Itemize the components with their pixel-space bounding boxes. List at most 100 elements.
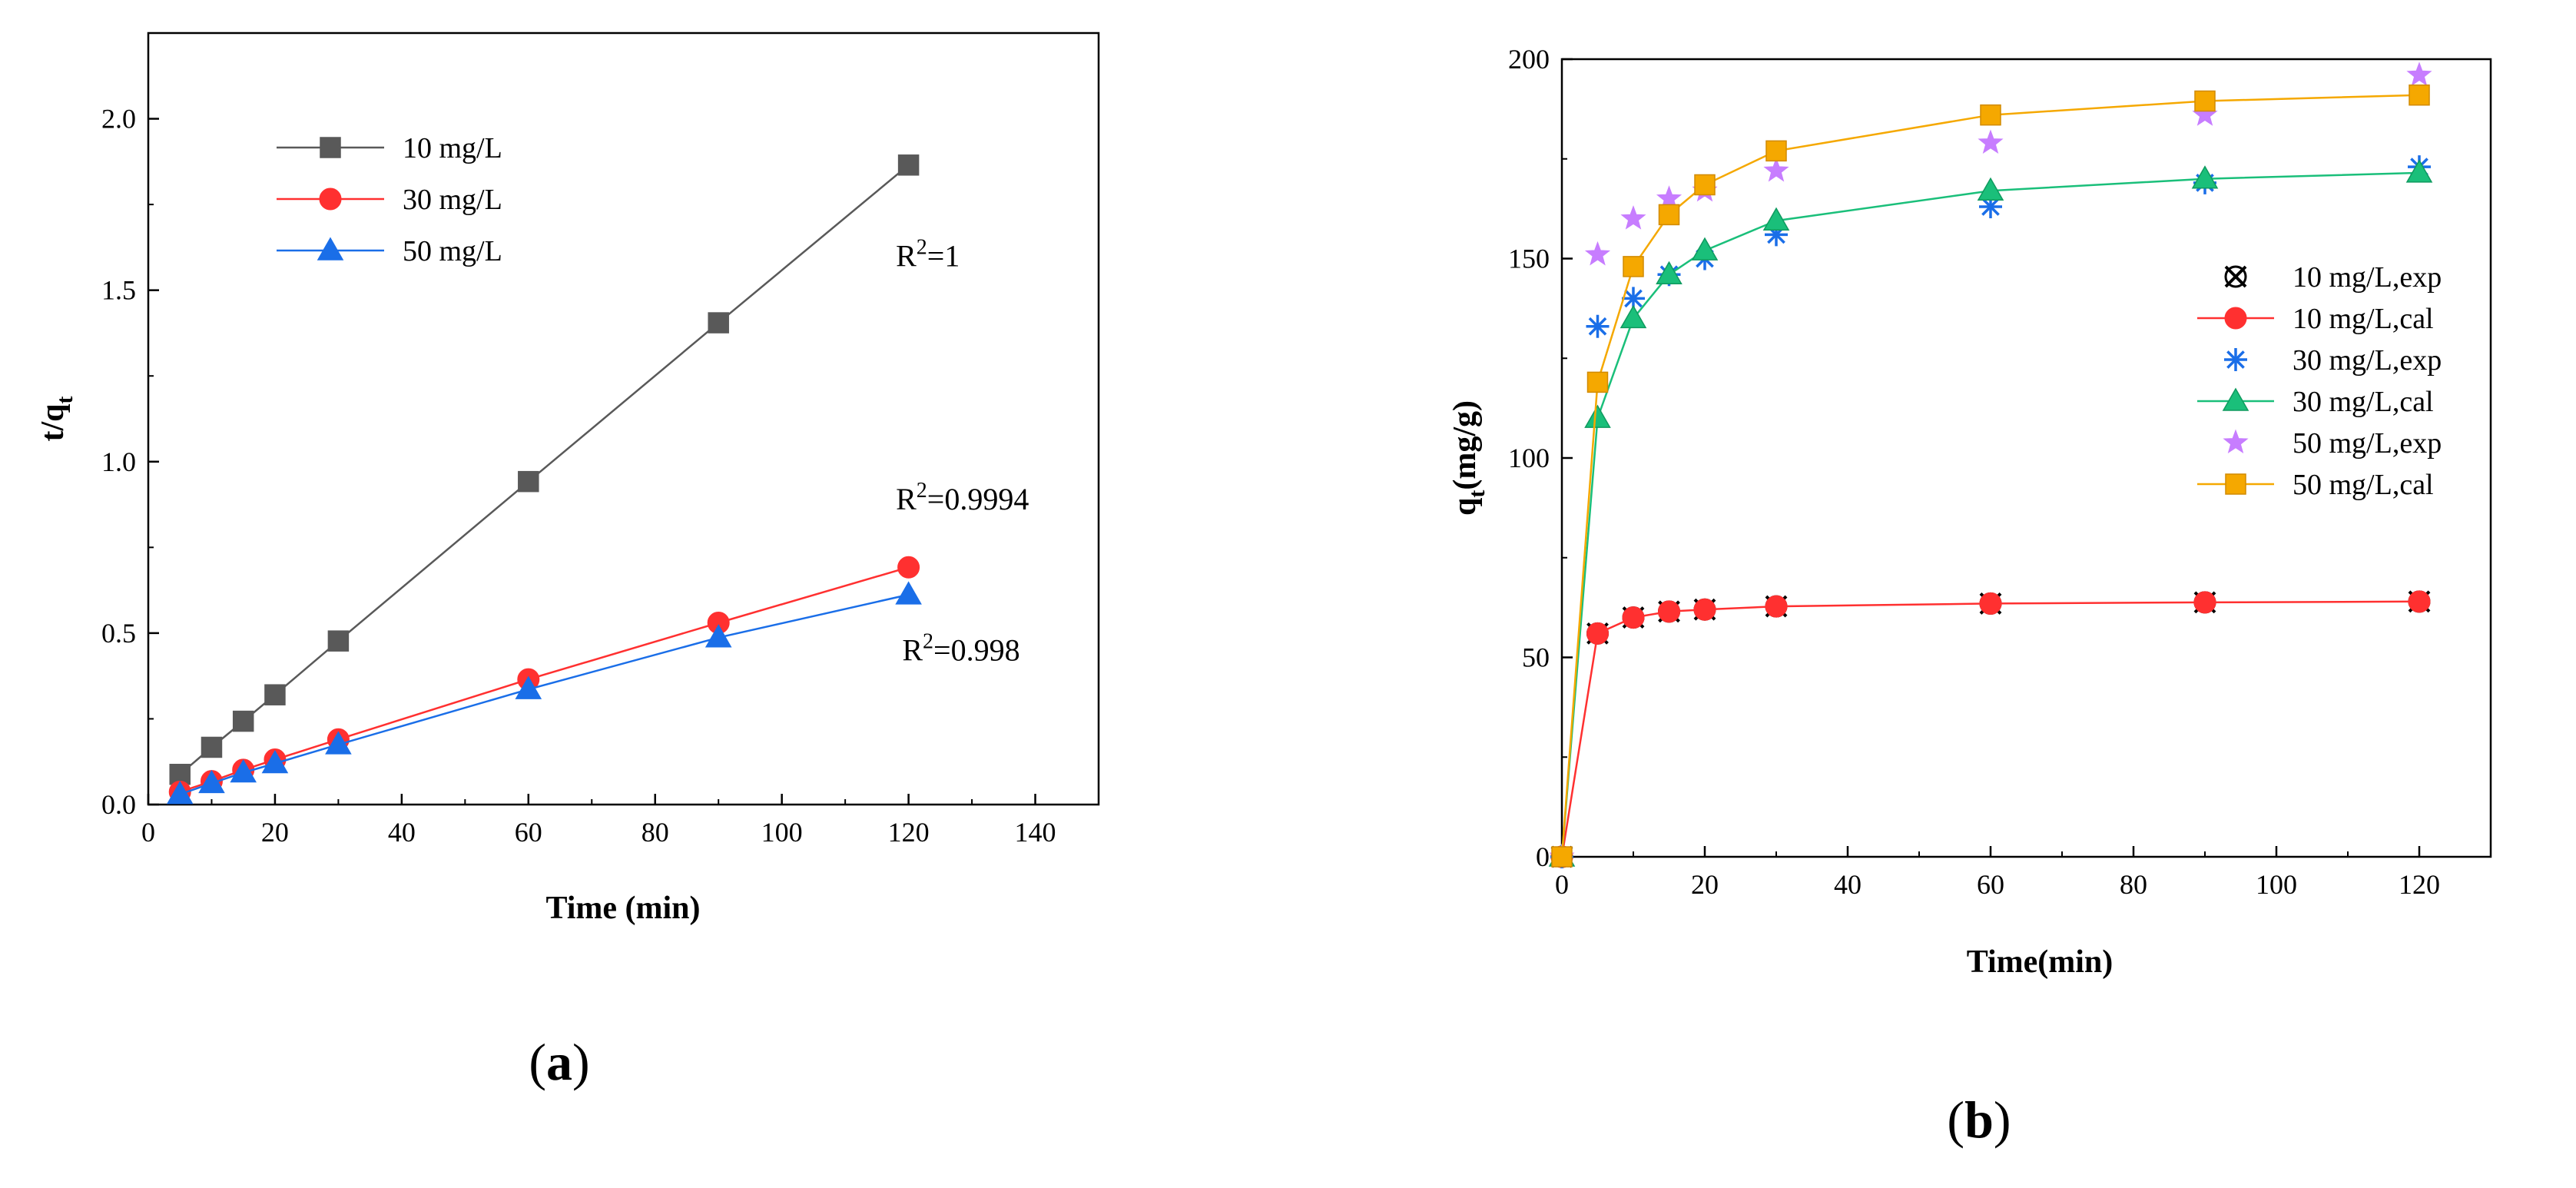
panel-a-data-point <box>327 630 350 652</box>
panel-b-series-10-mg-l-exp <box>1550 590 2431 868</box>
panel-b-data-point <box>2194 90 2216 112</box>
panel-b-legend-marker <box>2224 348 2247 371</box>
panel-a-data-point <box>897 154 920 176</box>
panel-a-legend-entry: 10 mg/L <box>277 132 502 164</box>
panel-b-data-point <box>1622 287 1645 310</box>
panel-a-legend-marker <box>319 187 342 211</box>
panel-b-legend-marker <box>2224 307 2247 330</box>
panel-b-legend-entry: 10 mg/L,exp <box>2224 261 2442 294</box>
panel-a-legend-entry: 50 mg/L <box>277 235 502 267</box>
panel-b-data-point <box>1584 241 1611 266</box>
panel-a-x-tick-label: 140 <box>1015 817 1056 848</box>
panel-a-data-point <box>705 624 732 648</box>
panel-b-data-point <box>1763 157 1789 182</box>
panel-b-data-point <box>1979 592 2002 615</box>
panel-b-data-point <box>1762 207 1790 231</box>
panel-a-data-point <box>895 581 922 605</box>
panel-a-y-axis: 0.0 0.5 1.0 1.5 2.0 <box>101 104 159 820</box>
panel-a-data-point <box>264 684 286 705</box>
panel-b-series-10-mg-l-cal <box>1550 590 2431 868</box>
panel-a-r-squared-annotation: R2=0.998 <box>902 630 1019 668</box>
panel-b-series-line-30-mg-l-cal <box>1560 171 2420 858</box>
panel-b-data-point <box>1980 104 2001 126</box>
panel-a-legend-label: 30 mg/L <box>403 184 502 216</box>
panel-a-series-line-50-mg-l <box>179 593 909 795</box>
panel-a-data-point <box>166 781 194 805</box>
panel-b-legend-entry: 30 mg/L,cal <box>2197 386 2434 418</box>
panel-b-y-tick-label: 150 <box>1508 244 1550 274</box>
panel-b-y-tick-label: 100 <box>1508 443 1550 473</box>
panel-a-series <box>166 154 922 805</box>
panel-a-y-tick-label: 1.0 <box>101 446 136 477</box>
panel-b-y-tick-label: 0 <box>1536 841 1550 872</box>
panel-b-x-tick-label: 80 <box>2120 869 2147 900</box>
panel-b-data-point <box>1622 606 1645 629</box>
panel-a-data-point <box>230 758 257 783</box>
panel-a-y-tick-label: 0.5 <box>101 618 136 649</box>
panel-b-legend-entry: 30 mg/L,exp <box>2224 344 2442 377</box>
panel-b-x-tick-label: 100 <box>2256 869 2297 900</box>
panel-b-data-point <box>1620 304 1647 329</box>
panel-a-series-10-mg-l <box>169 154 920 785</box>
panel-b-data-point <box>2191 165 2219 189</box>
panel-a-x-tick-label: 100 <box>761 817 803 848</box>
panel-b-data-point <box>1586 314 1610 338</box>
panel-a-legend-marker <box>320 137 341 158</box>
panel-b-x-tick-label: 120 <box>2399 869 2440 900</box>
panel-a-legend: 10 mg/L 30 mg/L 50 mg/L <box>277 132 502 267</box>
panel-a-series-line-30-mg-l <box>179 566 909 793</box>
panel-b-data-point <box>2193 591 2216 614</box>
panel-b-data-point <box>1620 205 1646 230</box>
panel-b-legend-entry: 10 mg/L,cal <box>2197 303 2434 335</box>
panel-b-legend-marker <box>2222 387 2249 411</box>
panel-b-data-point <box>2409 84 2430 106</box>
panel-b-series-50-mg-l-cal <box>1551 84 2430 868</box>
panel-b-y-tick-label: 50 <box>1522 642 1550 673</box>
panel-b-legend-label: 10 mg/L,exp <box>2293 261 2442 294</box>
panel-b-series-line-10-mg-l-cal <box>1560 600 2420 858</box>
panel-b-data-point <box>1586 371 1609 393</box>
panel-b-data-point <box>1977 177 2004 201</box>
panel-b-y-axis-title: qt(mg/g) <box>1447 400 1490 516</box>
panel-b-legend: 10 mg/L,exp 10 mg/L,cal 30 mg/L,exp 30 mg/L… <box>2197 261 2442 501</box>
panel-b-data-point <box>2406 61 2432 86</box>
panel-a-data-point <box>515 675 542 699</box>
panel-a-x-axis-title: Time (min) <box>545 891 700 926</box>
panel-a-data-point <box>708 312 729 334</box>
panel-b-data-point <box>1656 185 1683 210</box>
panel-a-x-axis: 0 20 40 60 80 100 120 140 <box>141 794 1056 848</box>
panel-a-y-axis-title: t/qt <box>35 396 78 441</box>
panel-b-label: (b) <box>1947 1090 2011 1149</box>
panel-a-data-point <box>201 736 223 758</box>
panel-a-annotations: R2=1 R2=0.9994 R2=0.998 <box>896 235 1029 667</box>
panel-b-y-axis: 0 50 100 150 200 <box>1508 44 1573 872</box>
panel-a-x-tick-label: 60 <box>515 817 542 848</box>
panel-a-data-point <box>518 470 539 493</box>
panel-b-legend-label: 30 mg/L,exp <box>2293 344 2442 377</box>
panel-b-data-point <box>1765 595 1788 618</box>
panel-b-legend-label: 50 mg/L,cal <box>2293 469 2434 501</box>
panel-b-legend-marker <box>2225 473 2246 495</box>
panel-b-data-point <box>1551 846 1573 868</box>
panel-b-legend-label: 30 mg/L,cal <box>2293 386 2434 418</box>
panel-b-x-tick-label: 60 <box>1977 869 2004 900</box>
panel-a-chart: 0 20 40 60 80 100 120 140 0.0 0.5 1.0 1.5 2.0 10 mg… <box>35 32 1100 1091</box>
panel-a-legend-label: 50 mg/L <box>403 235 502 267</box>
panel-a-data-point <box>232 710 254 732</box>
panel-a-data-point <box>261 749 289 774</box>
panel-b-legend-entry: 50 mg/L,exp <box>2223 427 2442 460</box>
panel-a-y-tick-label: 1.5 <box>101 275 136 306</box>
panel-a-r-squared-annotation: R2=1 <box>896 235 960 273</box>
panel-b-x-axis-title: Time(min) <box>1967 944 2114 980</box>
panel-b-chart: 0 20 40 60 80 100 120 0 50 100 150 200 10 mg/L,exp… <box>1447 44 2492 1149</box>
panel-a-label: (a) <box>529 1033 589 1091</box>
panel-a-legend-marker <box>317 237 344 260</box>
panel-b-legend-entry: 50 mg/L,cal <box>2197 469 2434 501</box>
panel-a-legend-label: 10 mg/L <box>403 132 502 164</box>
panel-a-x-tick-label: 20 <box>261 817 289 848</box>
panel-a-r-squared-annotation: R2=0.9994 <box>896 479 1029 516</box>
panel-a-y-tick-label: 2.0 <box>101 104 136 134</box>
panel-b-legend-label: 50 mg/L,exp <box>2293 427 2442 460</box>
panel-b-data-point <box>1691 237 1719 260</box>
